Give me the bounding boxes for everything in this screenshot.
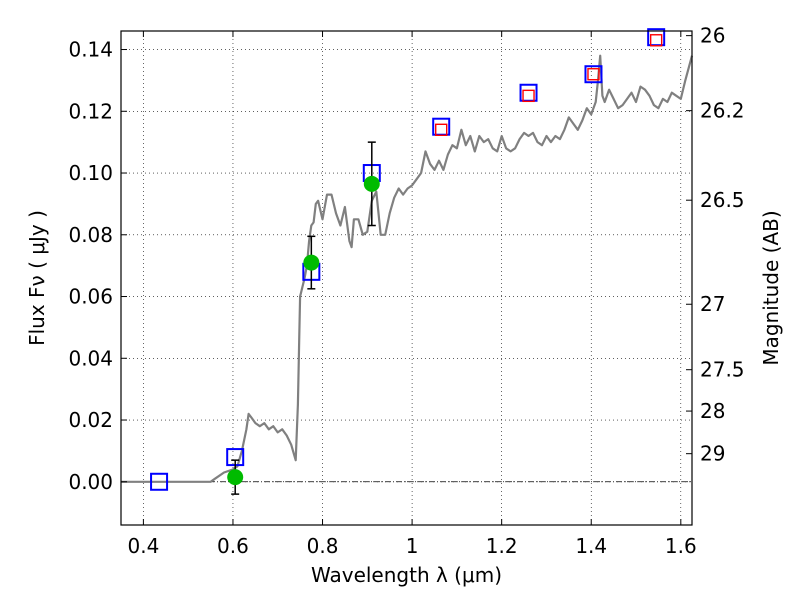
red-square-marker — [522, 89, 535, 103]
y-tick-label: 0.10 — [68, 161, 113, 185]
magnitude-tick-label: 26.2 — [700, 99, 745, 123]
observed-data-point — [363, 175, 380, 192]
model-photometry-square — [584, 65, 603, 84]
magnitude-tick-label: 26.5 — [700, 188, 745, 212]
x-tick-label: 1.6 — [665, 534, 697, 558]
x-tick-label: 1.4 — [575, 534, 607, 558]
x-tick-label: 0.8 — [307, 534, 339, 558]
magnitude-axis-label: Magnitude (AB) — [759, 210, 783, 365]
x-tick-label: 0.4 — [127, 534, 159, 558]
observed-data-point — [227, 469, 244, 486]
y-tick-label: 0.06 — [68, 285, 113, 309]
model-spectrum-line — [121, 54, 694, 483]
y-tick-label: 0.08 — [68, 223, 113, 247]
grid-lines — [121, 31, 692, 525]
y-tick-label: 0.02 — [68, 408, 113, 432]
magnitude-axis-ticks: 26 26.2 26.5 27 27.5 28 29 — [686, 24, 745, 466]
plot-frame — [120, 30, 693, 526]
magnitude-tick-label: 28 — [700, 399, 725, 423]
model-photometry-square — [150, 472, 169, 491]
x-tick-label: 1 — [406, 534, 419, 558]
observed-data-point — [303, 254, 320, 271]
y-tick-label: 0.14 — [68, 38, 113, 62]
magnitude-tick-label: 29 — [700, 442, 725, 466]
y-axis-label: Flux Fν ( μJy ) — [25, 210, 49, 346]
y-tick-label: 0.00 — [68, 470, 113, 494]
red-square-marker — [435, 123, 448, 137]
magnitude-tick-label: 27.5 — [700, 358, 745, 382]
plot-series — [121, 28, 694, 495]
x-tick-label: 1.2 — [486, 534, 518, 558]
red-square-marker — [587, 68, 600, 81]
red-square-marker — [649, 34, 663, 47]
x-tick-label: 0.6 — [217, 534, 249, 558]
y-tick-label: 0.12 — [68, 99, 113, 123]
x-axis-ticks: 0.4 0.6 0.8 1 1.2 1.4 1.6 — [127, 31, 697, 558]
magnitude-tick-label: 27 — [700, 292, 725, 316]
magnitude-tick-label: 26 — [700, 24, 725, 48]
y-tick-label: 0.04 — [68, 346, 113, 370]
x-axis-label: Wavelength λ (μm) — [311, 563, 502, 587]
y-axis-ticks: 0.00 0.02 0.04 0.06 0.08 0.10 0.12 0.14 — [68, 38, 127, 494]
